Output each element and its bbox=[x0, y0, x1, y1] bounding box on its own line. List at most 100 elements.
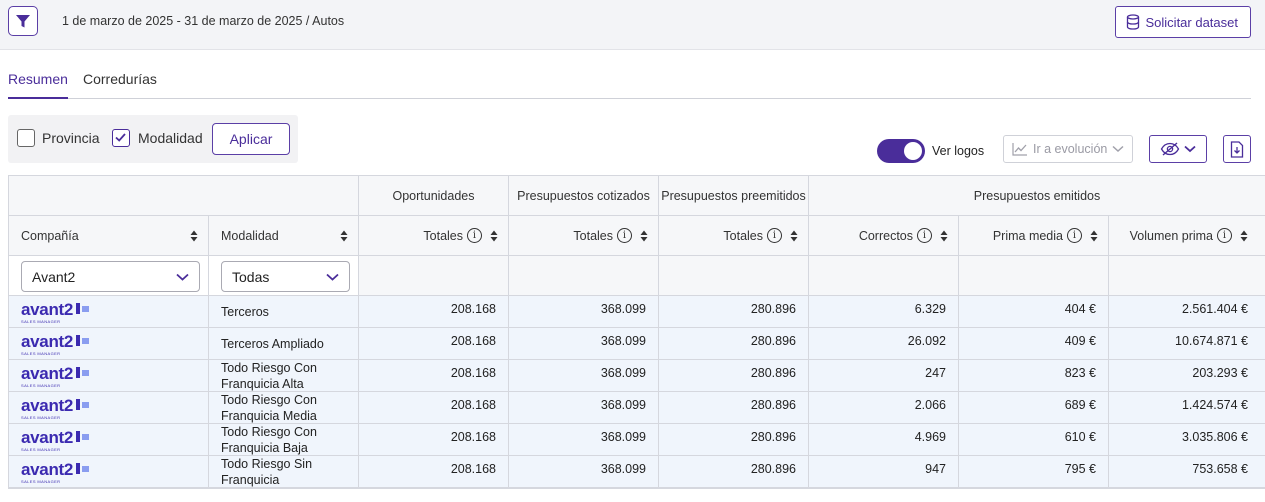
logo-mark-icon bbox=[76, 335, 90, 346]
sort-icon[interactable] bbox=[490, 230, 498, 242]
modalidad-cell: Todo Riesgo Con Franquicia Alta bbox=[209, 360, 359, 392]
empty-filter-cell bbox=[659, 256, 809, 296]
chevron-down-icon bbox=[1184, 145, 1196, 153]
column-visibility-button[interactable] bbox=[1149, 135, 1207, 163]
oportunidades-cell: 208.168 bbox=[359, 296, 509, 328]
preemitidos-cell: 280.896 bbox=[659, 360, 809, 392]
column-header-modalidad[interactable]: Modalidad bbox=[209, 216, 359, 256]
company-logo-cell: avant2 SALES MANAGER bbox=[9, 424, 209, 456]
cotizados-cell: 368.099 bbox=[509, 360, 659, 392]
logo-mark-icon bbox=[76, 463, 90, 474]
download-button[interactable] bbox=[1223, 135, 1251, 163]
compania-filter-value: Avant2 bbox=[32, 268, 76, 285]
info-icon[interactable]: i bbox=[1067, 228, 1082, 243]
volumen-prima-cell: 203.293 € bbox=[1109, 360, 1265, 392]
volumen-prima-cell: 10.674.871 € bbox=[1109, 328, 1265, 360]
empty-filter-cell bbox=[809, 256, 959, 296]
sort-icon[interactable] bbox=[790, 230, 798, 242]
correctos-cell: 2.066 bbox=[809, 392, 959, 424]
modalidad-cell: Todo Riesgo Sin Franquicia bbox=[209, 456, 359, 488]
cotizados-cell: 368.099 bbox=[509, 456, 659, 488]
logo-mark-icon bbox=[76, 431, 90, 442]
oportunidades-cell: 208.168 bbox=[359, 456, 509, 488]
sort-icon[interactable] bbox=[190, 230, 198, 242]
company-logo-cell: avant2 SALES MANAGER bbox=[9, 328, 209, 360]
request-dataset-button[interactable]: Solicitar dataset bbox=[1114, 6, 1251, 38]
column-header-pre-totales[interactable]: Totales i bbox=[659, 216, 809, 256]
tab-resumen[interactable]: Resumen bbox=[8, 70, 68, 99]
company-logo-cell: avant2 SALES MANAGER bbox=[9, 360, 209, 392]
column-header-label: Modalidad bbox=[221, 228, 279, 243]
prima-media-cell: 404 € bbox=[959, 296, 1109, 328]
preemitidos-cell: 280.896 bbox=[659, 296, 809, 328]
column-header-op-totales[interactable]: Totales i bbox=[359, 216, 509, 256]
company-logo-cell: avant2 SALES MANAGER bbox=[9, 296, 209, 328]
sort-icon[interactable] bbox=[1240, 230, 1248, 242]
funnel-icon bbox=[16, 14, 30, 27]
top-bar: 1 de marzo de 2025 - 31 de marzo de 2025… bbox=[0, 0, 1265, 50]
column-header-label: Correctos bbox=[858, 228, 913, 243]
modalidad-filter-select[interactable]: Todas bbox=[221, 261, 350, 292]
chevron-down-icon bbox=[176, 273, 189, 281]
info-icon[interactable]: i bbox=[467, 228, 482, 243]
column-header-volumen-prima[interactable]: Volumen prima i bbox=[1109, 216, 1265, 256]
column-header-label: Totales bbox=[423, 228, 463, 243]
column-header-label: Compañía bbox=[21, 228, 79, 243]
oportunidades-cell: 208.168 bbox=[359, 328, 509, 360]
preemitidos-cell: 280.896 bbox=[659, 424, 809, 456]
volumen-prima-cell: 1.424.574 € bbox=[1109, 392, 1265, 424]
company-logo-cell: avant2 SALES MANAGER bbox=[9, 392, 209, 424]
tab-corredurias[interactable]: Corredurías bbox=[83, 71, 157, 87]
column-header-label: Prima media bbox=[992, 228, 1063, 243]
ver-logos-toggle[interactable] bbox=[877, 139, 925, 163]
column-header-prima-media[interactable]: Prima media i bbox=[959, 216, 1109, 256]
volumen-prima-cell: 753.658 € bbox=[1109, 456, 1265, 488]
logo-mark-icon bbox=[76, 399, 90, 410]
modalidad-filter-value: Todas bbox=[232, 268, 270, 285]
avant2-logo: avant2 SALES MANAGER bbox=[21, 333, 90, 356]
info-icon[interactable]: i bbox=[767, 228, 782, 243]
provincia-checkbox[interactable] bbox=[17, 129, 35, 147]
sort-icon[interactable] bbox=[640, 230, 648, 242]
volumen-prima-cell: 2.561.404 € bbox=[1109, 296, 1265, 328]
modalidad-cell: Terceros bbox=[209, 296, 359, 328]
info-icon[interactable]: i bbox=[617, 228, 632, 243]
avant2-logo: avant2 SALES MANAGER bbox=[21, 301, 90, 324]
avant2-logo: avant2 SALES MANAGER bbox=[21, 397, 90, 420]
chevron-down-icon bbox=[1112, 145, 1124, 153]
sort-icon[interactable] bbox=[940, 230, 948, 242]
apply-button[interactable]: Aplicar bbox=[212, 123, 290, 155]
compania-filter-select[interactable]: Avant2 bbox=[21, 261, 200, 292]
info-icon[interactable]: i bbox=[917, 228, 932, 243]
compania-filter-cell: Avant2 bbox=[9, 256, 209, 296]
column-header-compania[interactable]: Compañía bbox=[9, 216, 209, 256]
summary-table: Oportunidades Presupuestos cotizados Pre… bbox=[8, 175, 1265, 489]
preemitidos-cell: 280.896 bbox=[659, 392, 809, 424]
modalidad-filter-cell: Todas bbox=[209, 256, 359, 296]
cotizados-cell: 368.099 bbox=[509, 392, 659, 424]
prima-media-cell: 795 € bbox=[959, 456, 1109, 488]
filter-button[interactable] bbox=[8, 6, 38, 36]
empty-filter-cell bbox=[1109, 256, 1265, 296]
group-header-oportunidades: Oportunidades bbox=[359, 176, 509, 216]
sort-icon[interactable] bbox=[1090, 230, 1098, 242]
line-chart-icon bbox=[1012, 143, 1027, 156]
column-header-correctos[interactable]: Correctos i bbox=[809, 216, 959, 256]
evolution-select[interactable]: Ir a evolución bbox=[1003, 135, 1133, 163]
volumen-prima-cell: 3.035.806 € bbox=[1109, 424, 1265, 456]
group-header-empty bbox=[9, 176, 359, 216]
preemitidos-cell: 280.896 bbox=[659, 328, 809, 360]
info-icon[interactable]: i bbox=[1217, 228, 1232, 243]
avant2-logo: avant2 SALES MANAGER bbox=[21, 461, 90, 484]
logo-mark-icon bbox=[76, 367, 90, 378]
modalidad-cell: Terceros Ampliado bbox=[209, 328, 359, 360]
column-header-cot-totales[interactable]: Totales i bbox=[509, 216, 659, 256]
evolution-label: Ir a evolución bbox=[1033, 142, 1108, 156]
sort-icon[interactable] bbox=[340, 230, 348, 242]
column-header-label: Totales bbox=[573, 228, 613, 243]
modalidad-checkbox[interactable] bbox=[112, 129, 130, 147]
cotizados-cell: 368.099 bbox=[509, 328, 659, 360]
group-header-preemitidos: Presupuestos preemitidos bbox=[659, 176, 809, 216]
column-header-label: Volumen prima bbox=[1129, 228, 1213, 243]
eye-off-icon bbox=[1160, 142, 1180, 156]
